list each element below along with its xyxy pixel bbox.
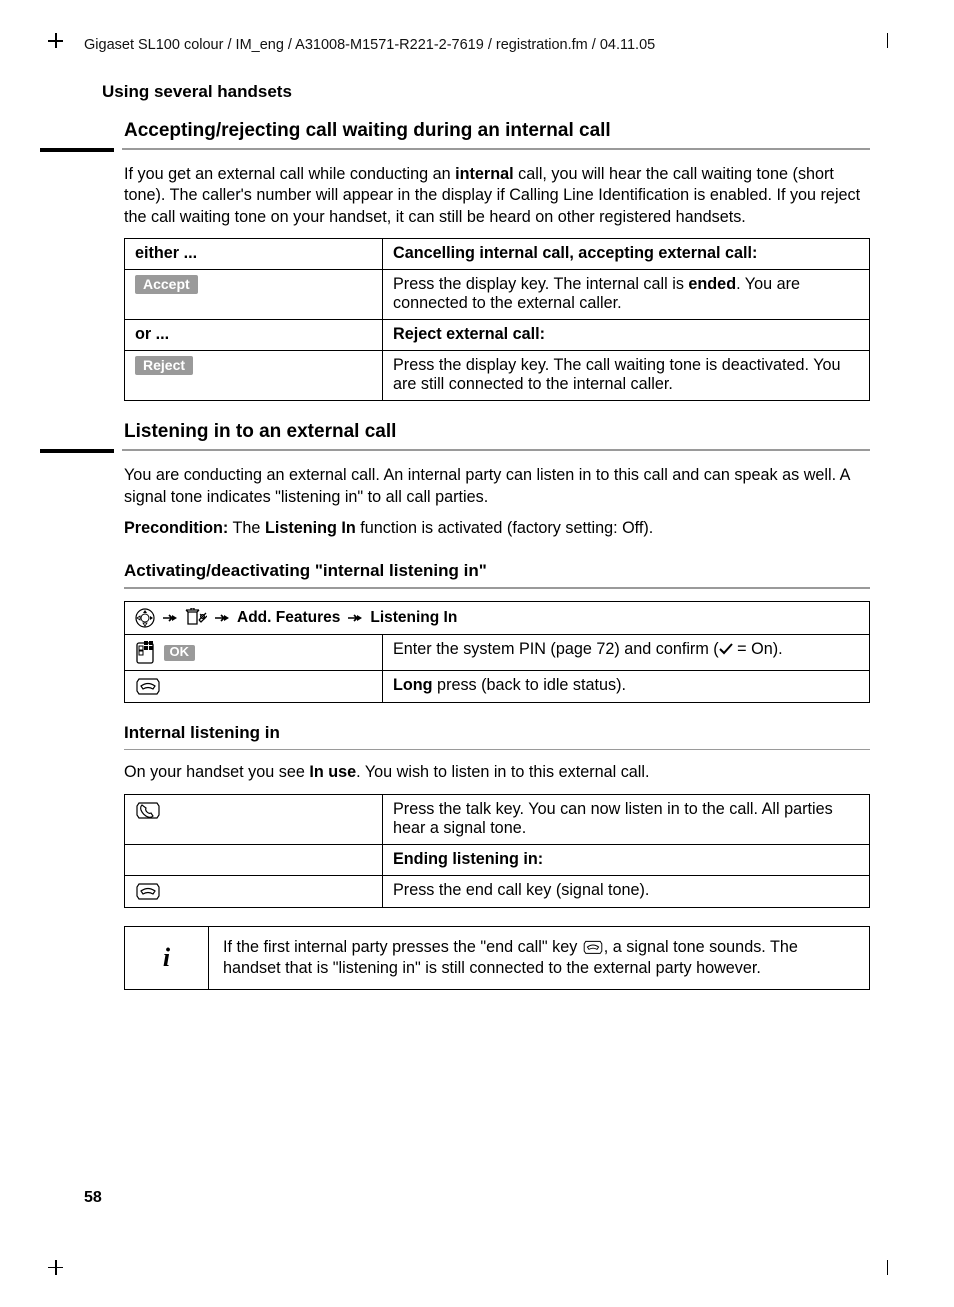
table-row: Press the talk key. You can now listen i…: [125, 794, 870, 844]
table-cell: Accept: [125, 270, 383, 320]
text-bold: Listening In: [265, 519, 356, 537]
table-cell: [125, 794, 383, 844]
crop-mark: [887, 1260, 889, 1275]
table-row: Long press (back to idle status).: [125, 670, 870, 702]
text: If the first internal party presses the …: [223, 938, 582, 956]
page-number: 58: [84, 1189, 102, 1207]
text: = On).: [733, 640, 783, 658]
table-cell: [125, 844, 383, 875]
table-cell: Press the talk key. You can now listen i…: [383, 794, 870, 844]
table-cell: [125, 670, 383, 702]
heading-rule: [124, 587, 870, 589]
text-bold: Precondition:: [124, 519, 228, 537]
section-heading: Listening in to an external call: [124, 421, 870, 443]
info-icon: i: [163, 943, 170, 972]
text: If you get an external call while conduc…: [124, 165, 455, 183]
table-row: Press the end call key (signal tone).: [125, 875, 870, 907]
table-row: either ... Cancelling internal call, acc…: [125, 239, 870, 270]
softkey-reject: Reject: [135, 356, 193, 375]
menu-item-label: Add. Features: [237, 609, 340, 627]
end-call-key-icon: [135, 881, 161, 901]
softkey-accept: Accept: [135, 275, 198, 294]
heading-rule: [124, 749, 870, 751]
text-bold: Long: [393, 676, 433, 694]
running-header: Gigaset SL100 colour / IM_eng / A31008-M…: [84, 37, 870, 53]
procedure-table: OK Enter the system PIN (page 72) and co…: [124, 634, 870, 703]
menu-path-row: Add. Features Listening In: [124, 601, 870, 634]
crop-mark: [55, 33, 57, 48]
arrow-icon: [348, 609, 362, 627]
procedure-table: Press the talk key. You can now listen i…: [124, 794, 870, 908]
settings-menu-icon: [185, 608, 207, 628]
text-bold: ended: [688, 275, 736, 293]
talk-key-icon: [135, 800, 161, 820]
table-cell: Press the display key. The internal call…: [383, 270, 870, 320]
text-bold: internal: [455, 165, 513, 183]
text-bold: In use: [309, 763, 356, 781]
table-cell: Press the end call key (signal tone).: [383, 875, 870, 907]
control-key-icon: [135, 608, 155, 628]
crop-mark: [55, 1260, 57, 1275]
heading-rule-accent: [40, 148, 114, 152]
table-row: Ending listening in:: [125, 844, 870, 875]
crop-mark: [887, 33, 889, 48]
table-cell: Enter the system PIN (page 72) and confi…: [383, 634, 870, 670]
text: press (back to idle status).: [433, 676, 626, 694]
table-row: Accept Press the display key. The intern…: [125, 270, 870, 320]
table-cell: Ending listening in:: [383, 844, 870, 875]
menu-item-label: Listening In: [370, 609, 457, 627]
softkey-ok: OK: [164, 645, 196, 661]
table-cell: Cancelling internal call, accepting exte…: [383, 239, 870, 270]
table-row: Reject Press the display key. The call w…: [125, 351, 870, 401]
text: Press the display key. The internal call…: [393, 275, 688, 293]
table-cell: Press the display key. The call waiting …: [383, 351, 870, 401]
table-cell: Long press (back to idle status).: [383, 670, 870, 702]
end-call-key-icon: [135, 676, 161, 696]
procedure-table: either ... Cancelling internal call, acc…: [124, 238, 870, 401]
table-row: or ... Reject external call:: [125, 320, 870, 351]
info-icon-cell: i: [125, 926, 209, 990]
keypad-icon: [135, 640, 159, 664]
heading-rule-accent: [40, 449, 114, 453]
text: The: [228, 519, 265, 537]
info-text: If the first internal party presses the …: [209, 926, 870, 990]
table-cell: either ...: [125, 239, 383, 270]
text: . You wish to listen in to this external…: [356, 763, 649, 781]
end-call-key-icon: [582, 937, 604, 958]
heading-rule: [122, 148, 870, 150]
subsection-heading: Internal listening in: [124, 723, 870, 743]
paragraph: Precondition: The Listening In function …: [124, 518, 870, 539]
paragraph: On your handset you see In use. You wish…: [124, 762, 870, 783]
chapter-title: Using several handsets: [102, 82, 870, 102]
table-cell: Reject external call:: [383, 320, 870, 351]
paragraph: You are conducting an external call. An …: [124, 465, 870, 508]
heading-rule: [122, 449, 870, 451]
table-cell: Reject: [125, 351, 383, 401]
text: function is activated (factory setting: …: [356, 519, 654, 537]
paragraph: If you get an external call while conduc…: [124, 164, 870, 228]
info-box: i If the first internal party presses th…: [124, 926, 870, 991]
text: On your handset you see: [124, 763, 309, 781]
table-cell: OK: [125, 634, 383, 670]
text: Enter the system PIN (page 72) and confi…: [393, 640, 719, 658]
checkmark-icon: [719, 643, 733, 655]
table-cell: or ...: [125, 320, 383, 351]
arrow-icon: [163, 609, 177, 627]
section-heading: Accepting/rejecting call waiting during …: [124, 120, 870, 142]
subsection-heading: Activating/deactivating "internal listen…: [124, 561, 870, 581]
arrow-icon: [215, 609, 229, 627]
table-row: OK Enter the system PIN (page 72) and co…: [125, 634, 870, 670]
table-cell: [125, 875, 383, 907]
